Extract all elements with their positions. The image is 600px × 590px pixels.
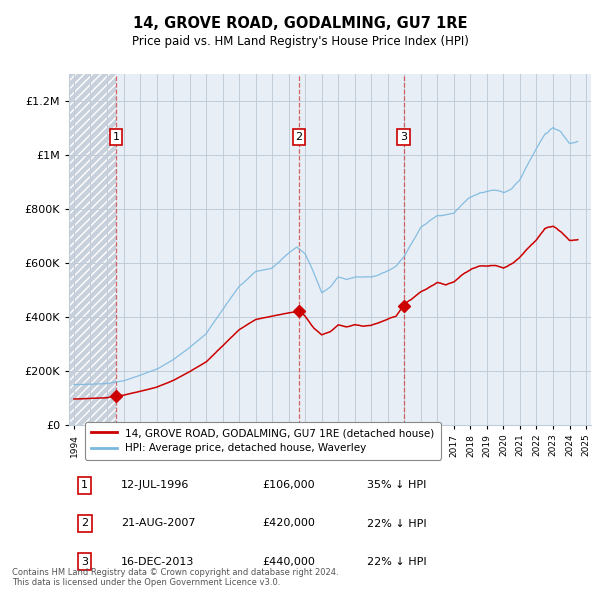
Text: 14, GROVE ROAD, GODALMING, GU7 1RE: 14, GROVE ROAD, GODALMING, GU7 1RE — [133, 16, 467, 31]
Text: £440,000: £440,000 — [262, 557, 315, 567]
Text: Contains HM Land Registry data © Crown copyright and database right 2024.
This d: Contains HM Land Registry data © Crown c… — [12, 568, 338, 587]
Text: 22% ↓ HPI: 22% ↓ HPI — [367, 519, 426, 529]
Text: 1: 1 — [81, 480, 88, 490]
Text: 3: 3 — [81, 557, 88, 567]
Text: 22% ↓ HPI: 22% ↓ HPI — [367, 557, 426, 567]
Text: Price paid vs. HM Land Registry's House Price Index (HPI): Price paid vs. HM Land Registry's House … — [131, 35, 469, 48]
Text: 2: 2 — [296, 132, 302, 142]
Text: 12-JUL-1996: 12-JUL-1996 — [121, 480, 190, 490]
Legend: 14, GROVE ROAD, GODALMING, GU7 1RE (detached house), HPI: Average price, detache: 14, GROVE ROAD, GODALMING, GU7 1RE (deta… — [85, 422, 441, 460]
Text: 2: 2 — [81, 519, 88, 529]
Text: 1: 1 — [112, 132, 119, 142]
Text: 21-AUG-2007: 21-AUG-2007 — [121, 519, 196, 529]
Text: £420,000: £420,000 — [262, 519, 315, 529]
Text: £106,000: £106,000 — [262, 480, 315, 490]
Bar — [69, 74, 116, 425]
Text: 35% ↓ HPI: 35% ↓ HPI — [367, 480, 426, 490]
Text: 3: 3 — [400, 132, 407, 142]
Text: 16-DEC-2013: 16-DEC-2013 — [121, 557, 194, 567]
